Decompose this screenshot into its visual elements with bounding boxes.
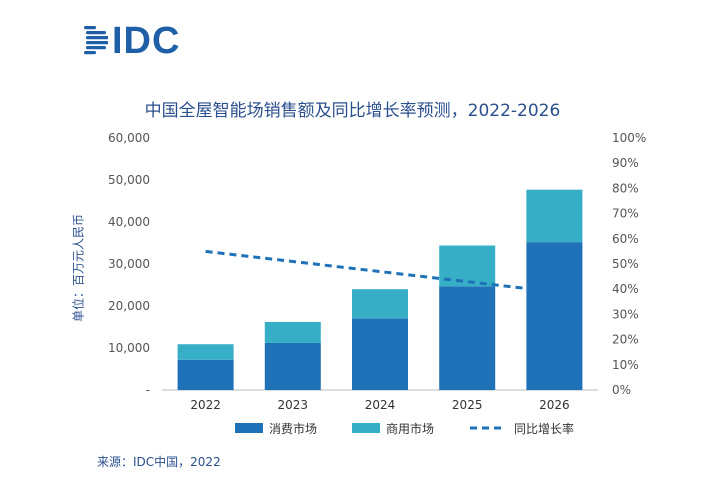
x-tick-label: 2026 [539,398,570,412]
chart-title: 中国全屋智能场销售额及同比增长率预测，2022-2026 [144,101,561,121]
right-tick-label: 70% [612,207,639,221]
bar-commercial [352,289,408,319]
legend-swatch-commercial [352,423,380,433]
x-tick-label: 2022 [190,398,221,412]
legend-label-yoy: 同比增长率 [514,421,574,436]
left-tick-label: 10,000 [108,341,150,355]
source-note: 来源：IDC中国，2022 [97,455,221,469]
bar-consumer [177,359,234,390]
bar-commercial [264,321,321,343]
right-tick-label: 90% [612,156,639,170]
left-tick-label: 30,000 [108,257,150,271]
yoy-growth-line [205,249,555,294]
logo-stripe [84,26,96,30]
idc-globe-logo-icon [84,26,108,55]
right-tick-label: 20% [612,333,639,347]
left-tick-label: 20,000 [108,299,150,313]
left-tick-label: 50,000 [108,173,150,187]
logo-stripe [86,36,108,40]
bar-commercial [526,189,583,243]
right-tick-label: 10% [612,358,639,372]
right-tick-label: 0% [612,383,631,397]
idc-logo-text: IDC [112,20,181,62]
right-tick-label: 100% [612,131,646,145]
legend-label-commercial: 商用市场 [386,421,434,436]
left-tick-label: 40,000 [108,215,150,229]
right-tick-label: 40% [612,282,639,296]
bar-consumer [264,342,321,390]
right-tick-label: 50% [612,257,639,271]
left-tick-label: - [146,383,150,397]
x-tick-label: 2025 [452,398,483,412]
bar-commercial [177,344,234,360]
legend-swatch-consumer [235,423,263,433]
logo-stripe [86,41,108,45]
x-tick-label: 2024 [365,398,396,412]
logo-stripe [86,31,106,35]
logo-stripe [86,46,106,50]
bar-consumer [526,242,583,390]
logo-stripe [84,51,96,55]
right-tick-label: 30% [612,307,639,321]
bar-consumer [352,318,408,390]
legend-label-consumer: 消费市场 [269,421,317,436]
right-tick-label: 80% [612,181,639,195]
bar-consumer [439,286,496,390]
x-tick-label: 2023 [278,398,309,412]
right-tick-label: 60% [612,232,639,246]
left-tick-label: 60,000 [108,131,150,145]
